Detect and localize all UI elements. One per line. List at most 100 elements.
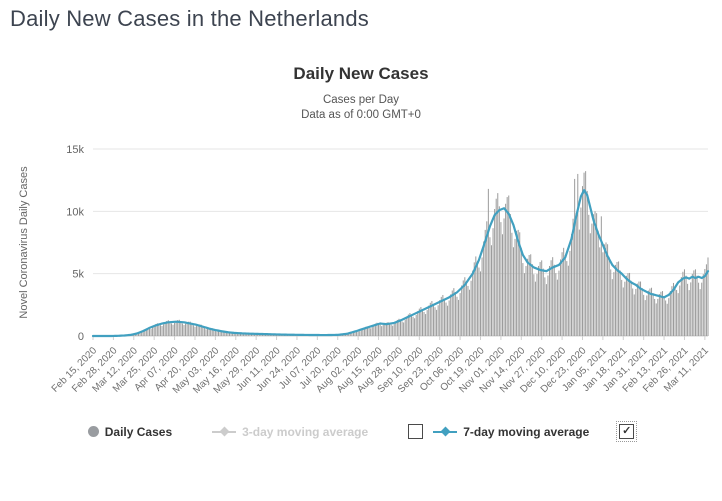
daily-cases-bar[interactable] (385, 322, 387, 336)
daily-cases-bar[interactable] (574, 178, 576, 336)
daily-cases-bar[interactable] (575, 212, 577, 336)
daily-cases-bar[interactable] (578, 229, 580, 336)
daily-cases-bar[interactable] (235, 332, 237, 336)
daily-cases-bar[interactable] (167, 320, 169, 336)
daily-cases-bar[interactable] (627, 273, 629, 336)
daily-cases-bar[interactable] (596, 213, 598, 336)
daily-cases-bar[interactable] (177, 320, 179, 336)
daily-cases-bar[interactable] (232, 332, 234, 336)
daily-cases-bar[interactable] (370, 328, 372, 336)
daily-cases-bar[interactable] (663, 296, 665, 336)
daily-cases-bar[interactable] (567, 265, 569, 336)
daily-cases-bar[interactable] (558, 270, 560, 336)
daily-cases-bar[interactable] (539, 262, 541, 336)
daily-cases-bar[interactable] (512, 247, 514, 336)
daily-cases-bar[interactable] (594, 211, 596, 336)
daily-cases-bar[interactable] (230, 332, 232, 336)
daily-cases-bar[interactable] (138, 333, 139, 336)
daily-cases-bar[interactable] (618, 261, 620, 336)
daily-cases-bar[interactable] (693, 270, 695, 336)
daily-cases-bar[interactable] (581, 186, 583, 336)
daily-cases-bar[interactable] (180, 321, 182, 336)
daily-cases-bar[interactable] (591, 223, 593, 336)
daily-cases-bar[interactable] (192, 325, 194, 336)
daily-cases-bar[interactable] (440, 296, 442, 336)
daily-cases-bar[interactable] (189, 321, 191, 336)
daily-cases-bar[interactable] (699, 289, 701, 336)
daily-cases-bar[interactable] (603, 244, 605, 336)
daily-cases-bar[interactable] (552, 257, 554, 336)
daily-cases-bar[interactable] (145, 328, 147, 336)
daily-cases-bar[interactable] (208, 328, 210, 336)
daily-cases-bar[interactable] (487, 188, 489, 336)
daily-cases-bar[interactable] (469, 289, 471, 336)
daily-cases-bar[interactable] (505, 203, 507, 336)
daily-cases-bar[interactable] (600, 216, 602, 336)
daily-cases-bar[interactable] (356, 330, 358, 336)
daily-cases-bar[interactable] (508, 195, 510, 337)
daily-cases-bar[interactable] (158, 324, 160, 336)
daily-cases-bar[interactable] (655, 303, 657, 336)
daily-cases-bar[interactable] (439, 300, 441, 336)
daily-cases-bar[interactable] (346, 333, 348, 336)
daily-cases-bar[interactable] (490, 245, 492, 336)
daily-cases-bar[interactable] (472, 270, 474, 336)
daily-cases-bar[interactable] (476, 261, 478, 336)
daily-cases-bar[interactable] (577, 173, 579, 336)
legend-item-daily-cases[interactable]: Daily Cases (87, 425, 172, 439)
daily-cases-bar[interactable] (533, 274, 535, 336)
daily-cases-bar[interactable] (674, 285, 676, 336)
daily-cases-bar[interactable] (569, 250, 571, 336)
daily-cases-bar[interactable] (608, 256, 610, 336)
daily-cases-bar[interactable] (458, 299, 460, 336)
daily-cases-bar[interactable] (150, 329, 152, 336)
daily-cases-bar[interactable] (671, 286, 673, 336)
daily-cases-bar[interactable] (172, 324, 174, 336)
daily-cases-bar[interactable] (649, 288, 651, 336)
daily-cases-bar[interactable] (602, 252, 604, 336)
daily-cases-bar[interactable] (547, 275, 549, 337)
daily-cases-bar[interactable] (636, 283, 638, 336)
daily-cases-bar[interactable] (365, 326, 367, 336)
daily-cases-bar[interactable] (647, 290, 649, 336)
daily-cases-bar[interactable] (478, 267, 480, 336)
daily-cases-bar[interactable] (503, 218, 505, 336)
daily-cases-bar[interactable] (199, 324, 201, 336)
daily-cases-bar[interactable] (378, 323, 380, 336)
daily-cases-bar[interactable] (494, 209, 496, 336)
daily-cases-bar[interactable] (141, 331, 143, 336)
daily-cases-bar[interactable] (544, 277, 546, 336)
daily-cases-bar[interactable] (691, 273, 693, 336)
daily-cases-bar[interactable] (169, 321, 171, 336)
daily-cases-bar[interactable] (652, 293, 654, 336)
daily-cases-bar[interactable] (224, 331, 226, 336)
daily-cases-bar[interactable] (437, 305, 439, 336)
daily-cases-bar[interactable] (409, 313, 411, 336)
daily-cases-bar[interactable] (420, 307, 422, 336)
daily-cases-bar[interactable] (589, 233, 591, 336)
daily-cases-bar[interactable] (572, 218, 574, 336)
daily-cases-bar[interactable] (538, 265, 540, 336)
daily-cases-bar[interactable] (185, 323, 187, 336)
daily-cases-bar[interactable] (704, 268, 706, 336)
daily-cases-bar[interactable] (672, 282, 674, 336)
daily-cases-bar[interactable] (676, 290, 678, 336)
daily-cases-bar[interactable] (436, 309, 438, 336)
daily-cases-bar[interactable] (549, 265, 551, 336)
daily-cases-bar[interactable] (614, 264, 616, 336)
daily-cases-bar[interactable] (624, 281, 626, 336)
daily-cases-bar[interactable] (191, 323, 193, 336)
daily-cases-bar[interactable] (669, 291, 671, 336)
daily-cases-bar[interactable] (241, 333, 243, 336)
daily-cases-bar[interactable] (536, 274, 538, 336)
daily-cases-bar[interactable] (519, 232, 521, 336)
daily-cases-bar[interactable] (384, 323, 386, 336)
daily-cases-bar[interactable] (665, 300, 667, 336)
daily-cases-bar[interactable] (181, 323, 183, 336)
daily-cases-bar[interactable] (640, 281, 642, 336)
daily-cases-bar[interactable] (214, 330, 216, 336)
daily-cases-bar[interactable] (389, 323, 391, 336)
daily-cases-bar[interactable] (588, 214, 590, 336)
daily-cases-bar[interactable] (352, 331, 354, 336)
daily-cases-bar[interactable] (163, 324, 165, 336)
